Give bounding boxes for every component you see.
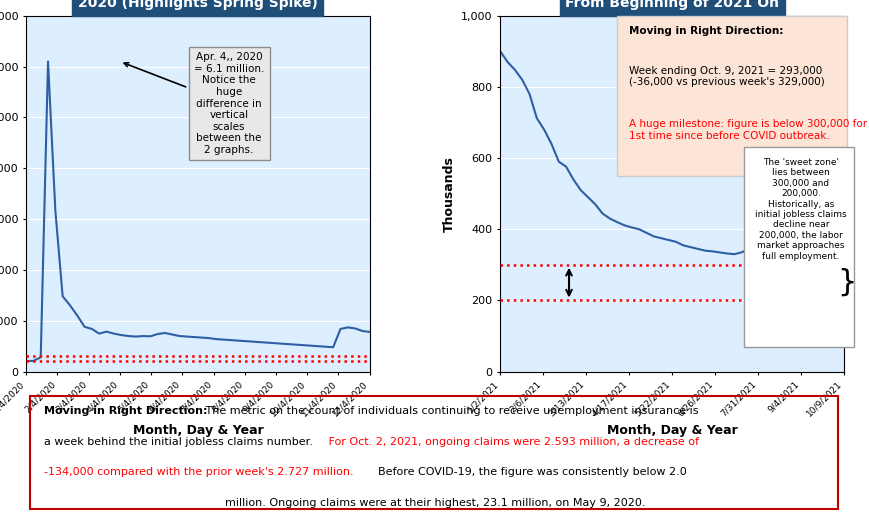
Text: Week ending Oct. 9, 2021 = 293,000
(-36,000 vs previous week's 329,000): Week ending Oct. 9, 2021 = 293,000 (-36,… [628,66,824,87]
Text: million. Ongoing claims were at their highest, 23.1 million, on May 9, 2020.: million. Ongoing claims were at their hi… [224,498,645,508]
Text: Moving in Right Direction:: Moving in Right Direction: [628,26,783,36]
Text: -134,000 compared with the prior week's 2.727 million.: -134,000 compared with the prior week's … [44,467,354,477]
Text: Moving in Right Direction:: Moving in Right Direction: [44,406,208,416]
FancyBboxPatch shape [743,147,853,347]
Text: }: } [837,268,856,297]
Title: From Beginning of 2021 On: From Beginning of 2021 On [565,0,779,10]
Text: a week behind the initial jobless claims number.: a week behind the initial jobless claims… [44,438,313,447]
Text: The 'sweet zone'
lies between
300,000 and
200,000.
Historically, as
initial jobl: The 'sweet zone' lies between 300,000 an… [754,158,846,260]
X-axis label: Month, Day & Year: Month, Day & Year [606,424,737,436]
Title: 2020 (Highlights Spring Spike): 2020 (Highlights Spring Spike) [78,0,317,10]
Text: Before COVID-19, the figure was consistently below 2.0: Before COVID-19, the figure was consiste… [371,467,687,477]
Text: For Oct. 2, 2021, ongoing claims were 2.593 million, a decrease of: For Oct. 2, 2021, ongoing claims were 2.… [324,438,698,447]
Text: The metric on the count of individuals continuing to receive unemployment insura: The metric on the count of individuals c… [202,406,698,416]
X-axis label: Month, Day & Year: Month, Day & Year [132,423,263,436]
Y-axis label: Thousands: Thousands [442,156,455,232]
Text: A huge milestone: figure is below 300,000 for
1st time since before COVID outbre: A huge milestone: figure is below 300,00… [628,119,866,140]
FancyBboxPatch shape [616,16,846,176]
Text: Apr. 4,, 2020
= 6.1 million.
Notice the
huge
difference in
vertical
scales
betwe: Apr. 4,, 2020 = 6.1 million. Notice the … [124,52,264,155]
